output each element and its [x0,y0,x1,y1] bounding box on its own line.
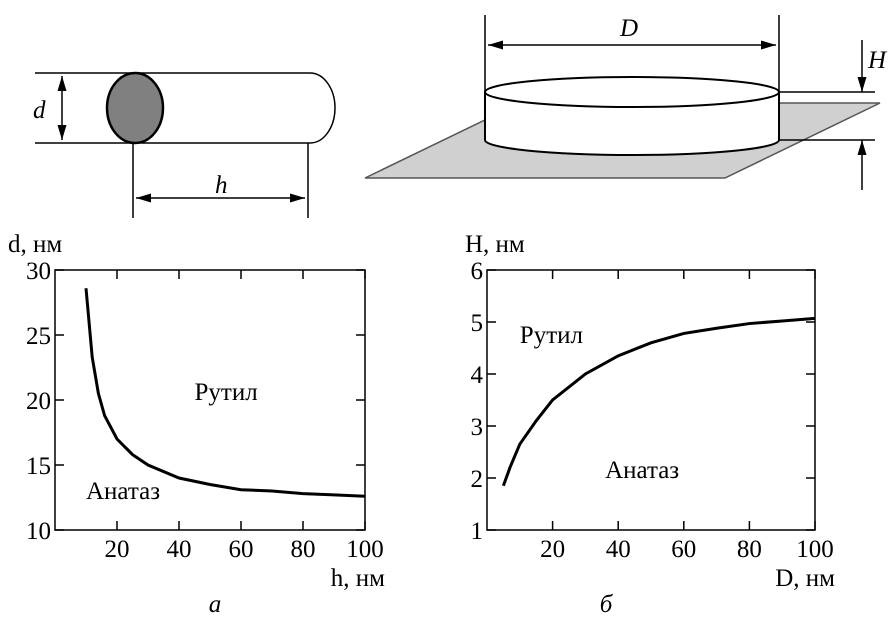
x-tick-label: 100 [346,536,384,563]
x-tick-label: 100 [796,536,834,563]
y-axis-label: d, нм [8,231,62,258]
y-tick-label: 25 [26,323,51,350]
x-tick-label: 40 [167,536,192,563]
y-tick-label: 6 [471,258,484,285]
y-tick-label: 10 [26,518,51,545]
x-axis-label: D, нм [775,565,835,592]
disk-diameter-label: D [619,15,638,42]
disk-height-label: H [867,47,888,74]
annotation: Анатаз [605,457,679,484]
x-tick-label: 20 [105,536,130,563]
x-tick-label: 20 [540,536,565,563]
y-tick-label: 1 [471,518,484,545]
y-tick-label: 4 [471,362,484,389]
curve [84,288,366,498]
length-label: h [215,172,228,199]
y-tick-label: 30 [26,258,51,285]
annotation: Анатаз [86,478,160,505]
x-tick-label: 80 [291,536,316,563]
caption: а [209,591,222,617]
x-tick-label: 80 [737,536,762,563]
y-tick-label: 3 [471,414,484,441]
caption: б [600,591,614,617]
annotation: Рутил [520,322,583,349]
y-axis-label: H, нм [465,231,525,258]
x-tick-label: 60 [229,536,254,563]
y-tick-label: 2 [471,466,484,493]
x-axis-label: h, нм [331,565,385,592]
x-tick-label: 60 [671,536,696,563]
x-tick-label: 40 [606,536,631,563]
rod-diagram: d h [33,71,336,218]
y-tick-label: 5 [471,310,484,337]
curve [501,316,816,487]
y-tick-label: 20 [26,388,51,415]
disk-diagram: D H [364,15,888,190]
diameter-label: d [33,97,46,124]
annotation: Рутил [195,379,258,406]
y-tick-label: 15 [26,453,51,480]
plot-frame [486,269,816,531]
